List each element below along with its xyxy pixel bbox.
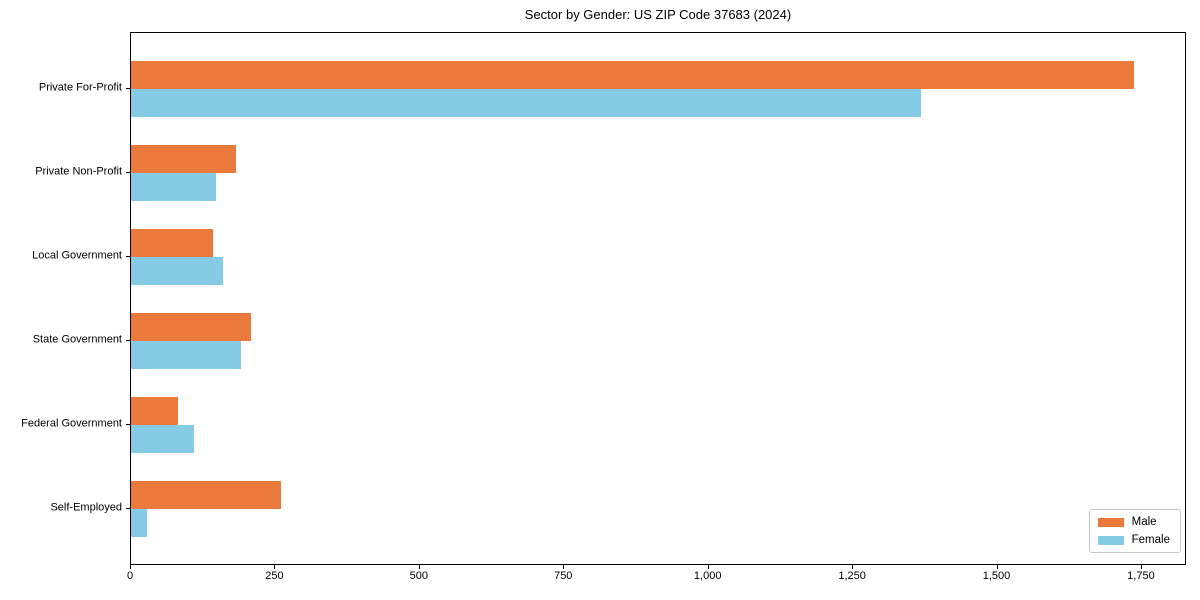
bar-male-local-government <box>131 229 214 257</box>
legend-item-male: Male <box>1097 516 1170 528</box>
ytick-mark <box>126 256 130 257</box>
xtick-mark <box>1140 565 1142 569</box>
plot-area: Male Female <box>130 32 1186 565</box>
bar-female-federal-government <box>131 425 195 453</box>
bar-male-self-employed <box>131 481 281 509</box>
legend-swatch-male <box>1097 517 1124 527</box>
xtick-mark <box>418 565 420 569</box>
legend-label-female: Female <box>1131 534 1170 546</box>
bar-male-private-for-profit <box>131 61 1135 89</box>
xtick-label-500: 500 <box>409 570 429 582</box>
bars-layer <box>131 33 1185 564</box>
legend-swatch-female <box>1097 535 1124 545</box>
xtick-mark <box>996 565 998 569</box>
bar-female-private-for-profit <box>131 89 921 117</box>
ytick-label-local-government: Local Government <box>32 249 122 262</box>
xtick-label-1-750: 1,750 <box>1127 570 1155 582</box>
legend-label-male: Male <box>1131 516 1157 528</box>
ytick-mark <box>126 340 130 341</box>
xtick-mark <box>563 565 565 569</box>
legend-item-female: Female <box>1097 534 1170 546</box>
ytick-mark <box>126 424 130 425</box>
xtick-label-750: 750 <box>554 570 573 582</box>
ytick-label-private-for-profit: Private For-Profit <box>38 81 122 94</box>
bar-group-self-employed <box>131 481 1185 537</box>
xtick-mark <box>707 565 709 569</box>
bar-group-federal-government <box>131 397 1185 453</box>
ytick-mark <box>126 88 130 89</box>
bar-group-private-for-profit <box>131 61 1185 117</box>
xtick-mark <box>274 565 276 569</box>
legend: Male Female <box>1088 509 1181 553</box>
xtick-mark <box>852 565 854 569</box>
bar-group-state-government <box>131 313 1185 369</box>
ytick-mark <box>126 172 130 173</box>
bar-female-local-government <box>131 257 224 285</box>
bar-male-private-non-profit <box>131 145 236 173</box>
ytick-mark <box>126 508 130 509</box>
chart-title: Sector by Gender: US ZIP Code 37683 (202… <box>524 7 792 22</box>
xtick-label-1-500: 1,500 <box>982 570 1011 582</box>
xtick-label-0: 0 <box>126 570 134 582</box>
bar-female-self-employed <box>131 509 148 537</box>
xtick-mark <box>130 565 131 569</box>
xtick-label-250: 250 <box>265 570 284 582</box>
xtick-label-1-250: 1,250 <box>838 570 866 582</box>
ytick-label-self-employed: Self-Employed <box>50 501 122 514</box>
bar-female-state-government <box>131 341 241 369</box>
bar-male-state-government <box>131 313 251 341</box>
bar-female-private-non-profit <box>131 173 216 201</box>
ytick-label-private-non-profit: Private Non-Profit <box>35 165 122 178</box>
bar-group-private-non-profit <box>131 145 1185 201</box>
bar-male-federal-government <box>131 397 179 425</box>
bar-group-local-government <box>131 229 1185 285</box>
ytick-label-federal-government: Federal Government <box>21 417 122 430</box>
ytick-label-state-government: State Government <box>32 333 122 346</box>
xtick-label-1-000: 1,000 <box>693 570 722 582</box>
